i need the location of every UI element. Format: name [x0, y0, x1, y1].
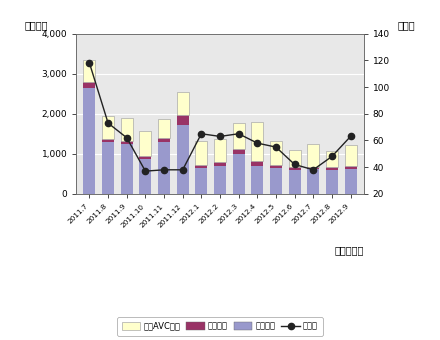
Bar — [139, 159, 151, 194]
Bar — [251, 122, 264, 161]
Legend: カーAVC機器, 音声機器, 映像機器, 前年比: カーAVC機器, 音声機器, 映像機器, 前年比 — [117, 317, 323, 336]
Bar — [195, 168, 207, 194]
Bar — [83, 59, 95, 83]
Bar — [326, 170, 338, 194]
Bar — [102, 116, 114, 139]
Bar — [270, 165, 282, 168]
Bar — [158, 142, 170, 194]
Bar — [83, 88, 95, 194]
Bar — [289, 170, 301, 194]
Bar — [326, 151, 338, 167]
Bar — [176, 92, 189, 115]
Bar — [102, 139, 114, 142]
Bar — [233, 149, 245, 154]
Bar — [139, 131, 151, 156]
Bar — [289, 150, 301, 167]
Bar — [121, 118, 133, 140]
Bar — [139, 156, 151, 159]
Bar — [214, 162, 226, 166]
Bar — [176, 125, 189, 194]
Bar — [83, 83, 95, 88]
Bar — [307, 169, 319, 194]
Bar — [176, 115, 189, 125]
Bar — [326, 167, 338, 170]
Bar — [158, 138, 170, 142]
Bar — [270, 140, 282, 165]
Bar — [251, 166, 264, 194]
Bar — [345, 144, 357, 166]
Bar — [214, 166, 226, 194]
Bar — [158, 119, 170, 138]
Bar — [251, 161, 264, 166]
Bar — [121, 144, 133, 194]
Bar — [289, 167, 301, 170]
Bar — [345, 169, 357, 194]
Bar — [270, 168, 282, 194]
Bar — [214, 139, 226, 162]
Text: （％）: （％） — [398, 20, 415, 31]
Bar — [307, 144, 319, 167]
Bar — [195, 141, 207, 165]
Bar — [121, 140, 133, 144]
Bar — [102, 142, 114, 194]
Bar — [307, 167, 319, 169]
Text: （億円）: （億円） — [25, 20, 48, 31]
Bar — [195, 165, 207, 168]
Bar — [233, 154, 245, 194]
Bar — [345, 166, 357, 169]
Bar — [233, 123, 245, 149]
Text: （年・月）: （年・月） — [334, 245, 363, 255]
